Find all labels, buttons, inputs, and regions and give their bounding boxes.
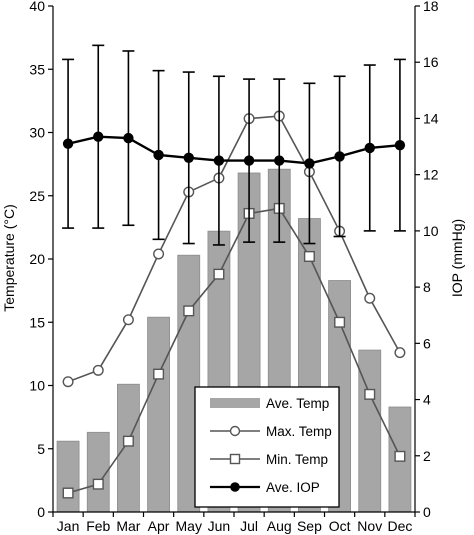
legend-label-max-temp: Max. Temp: [266, 424, 332, 439]
left-tick-label: 30: [29, 125, 45, 141]
point-min-temp-jun: [213, 268, 225, 280]
right-tick-label: 0: [423, 504, 431, 520]
right-tick-label: 18: [423, 0, 439, 14]
left-tick-label: 5: [37, 441, 45, 457]
x-tick-label-dec: Dec: [387, 518, 412, 534]
series-line-max-temp: [67, 115, 401, 383]
legend-swatch-ave-temp: [210, 398, 260, 408]
x-tick-label-apr: Apr: [148, 518, 170, 534]
point-min-temp-jan: [62, 487, 74, 499]
legend-marker-max-temp: [229, 425, 241, 437]
point-max-temp-feb: [92, 364, 104, 376]
x-tick-label-jul: Jul: [240, 518, 258, 534]
point-max-temp-apr: [153, 248, 165, 260]
x-tick-label-may: May: [176, 518, 202, 534]
right-tick-label: 4: [423, 392, 431, 408]
left-axis-title: Temperature (°C): [1, 204, 17, 312]
bar-mar: [117, 383, 140, 513]
point-min-temp-oct: [334, 316, 346, 328]
right-tick-label: 8: [423, 279, 431, 295]
point-max-temp-mar: [122, 314, 134, 326]
point-ave-iop-feb: [93, 131, 104, 142]
left-tick-label: 0: [37, 504, 45, 520]
right-tick-label: 2: [423, 448, 431, 464]
point-ave-iop-jan: [62, 138, 74, 149]
point-min-temp-apr: [153, 368, 165, 380]
right-tick-label: 6: [423, 335, 431, 351]
axes-layer: 0 5 10 15 20 25 30 35 40 0 2 4 6 8 10 12 14 16 18 Jan Feb Mar…: [29, 0, 438, 534]
legend-label-ave-temp: Ave. Temp: [266, 396, 329, 411]
x-tick-label-oct: Oct: [329, 518, 351, 534]
right-tick-label: 10: [423, 223, 439, 239]
point-ave-iop-may: [183, 152, 194, 163]
right-tick-label: 16: [423, 54, 439, 70]
x-tick-label-jan: Jan: [57, 518, 80, 534]
point-ave-iop-oct: [334, 151, 345, 162]
x-tick-label-sep: Sep: [297, 518, 322, 534]
point-min-temp-mar: [122, 435, 134, 447]
legend-label-ave-iop: Ave. IOP: [266, 480, 320, 495]
legend-marker-ave-iop: [230, 482, 240, 492]
point-ave-iop-apr: [153, 149, 164, 161]
right-tick-label: 12: [423, 167, 439, 183]
left-tick-label: 35: [29, 61, 45, 77]
point-ave-iop-nov: [364, 142, 375, 154]
point-min-temp-may: [183, 305, 195, 317]
x-tick-label-mar: Mar: [116, 518, 140, 534]
point-max-temp-jan: [62, 376, 74, 388]
point-ave-iop-dec: [394, 139, 406, 151]
series-line-min-temp: [67, 207, 401, 494]
point-min-temp-dec: [394, 450, 406, 462]
point-ave-iop-jul: [243, 155, 255, 166]
x-tick-label-nov: Nov: [357, 518, 382, 534]
lines-layer: [62, 44, 406, 499]
legend-marker-min-temp: [229, 453, 241, 465]
left-tick-label: 40: [29, 0, 45, 14]
point-min-temp-nov: [364, 388, 376, 400]
x-tick-label-aug: Aug: [267, 518, 292, 534]
left-tick-label: 20: [29, 251, 45, 267]
legend: Ave. Temp Max. Temp Min. Temp Ave. IOP: [194, 386, 340, 508]
x-tick-label-jun: Jun: [208, 518, 231, 534]
left-tick-label: 10: [29, 378, 45, 394]
point-ave-iop-aug: [274, 155, 285, 166]
right-axis-title: IOP (mmHg): [449, 219, 465, 297]
left-tick-label: 25: [29, 188, 45, 204]
x-tick-label-feb: Feb: [86, 518, 110, 534]
point-min-temp-sep: [303, 250, 315, 262]
point-ave-iop-jun: [213, 155, 225, 166]
point-ave-iop-mar: [123, 132, 134, 144]
legend-label-min-temp: Min. Temp: [266, 452, 328, 467]
point-ave-iop-sep: [304, 158, 315, 169]
point-min-temp-feb: [92, 478, 104, 490]
point-max-temp-dec: [394, 347, 406, 359]
point-max-temp-nov: [364, 292, 376, 304]
left-tick-label: 15: [29, 314, 45, 330]
right-tick-label: 14: [423, 110, 439, 126]
bar-jan: [56, 440, 80, 513]
bar-apr: [147, 316, 170, 513]
